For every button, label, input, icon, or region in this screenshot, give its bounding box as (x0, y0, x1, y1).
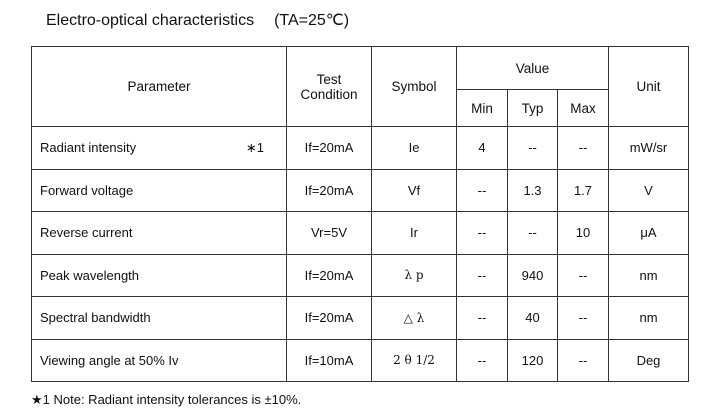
cell-parameter: Radiant intensity ∗1 (31, 126, 287, 170)
cell-typ: -- (507, 126, 558, 170)
cell-condition: If=20mA (286, 253, 372, 297)
header-symbol: Symbol (371, 46, 457, 127)
characteristics-table: Parameter Test Condition Symbol Value Un… (31, 46, 689, 382)
cell-typ: 1.3 (507, 168, 558, 212)
cell-parameter: Viewing angle at 50% Iv (31, 338, 287, 382)
parameter-label: Radiant intensity (40, 140, 137, 156)
cell-parameter: Spectral bandwidth (31, 296, 287, 340)
cell-condition: If=20mA (286, 168, 372, 212)
header-value: Value (456, 46, 609, 90)
parameter-label: Reverse current (40, 225, 133, 241)
table-row: Reverse current Vr=5V Ir -- -- 10 μA (31, 211, 689, 255)
cell-condition: If=10mA (286, 338, 372, 382)
cell-symbol: λ p (371, 253, 457, 297)
cell-min: -- (456, 253, 508, 297)
parameter-label: Spectral bandwidth (40, 310, 151, 326)
title-condition: (TA=25℃) (274, 12, 350, 29)
table-row: Viewing angle at 50% Iv If=10mA 2 θ 1/2 … (31, 338, 689, 382)
footnote: ★1 Note: Radiant intensity tolerances is… (31, 392, 302, 407)
parameter-label: Forward voltage (40, 182, 134, 198)
cell-min: -- (456, 296, 508, 340)
cell-unit: V (608, 168, 689, 212)
header-unit: Unit (608, 46, 689, 127)
header-typ: Typ (507, 89, 558, 127)
cell-max: -- (557, 126, 609, 170)
cell-parameter: Reverse current (31, 211, 287, 255)
cell-symbol: Ie (371, 126, 457, 170)
note-marker: ∗1 (245, 140, 264, 156)
cell-max: -- (557, 338, 609, 382)
cell-min: 4 (456, 126, 508, 170)
cell-max: -- (557, 296, 609, 340)
cell-unit: mW/sr (608, 126, 689, 170)
header-max: Max (557, 89, 609, 127)
table-title: Electro-optical characteristics (TA=25℃) (46, 10, 349, 30)
cell-unit: μA (608, 211, 689, 255)
cell-min: -- (456, 338, 508, 382)
cell-symbol: △ λ (371, 296, 457, 340)
cell-unit: nm (608, 296, 689, 340)
table-row: Peak wavelength If=20mA λ p -- 940 -- nm (31, 253, 689, 297)
cell-parameter: Forward voltage (31, 168, 287, 212)
cell-typ: 940 (507, 253, 558, 297)
title-text: Electro-optical characteristics (46, 12, 255, 29)
cell-condition: If=20mA (286, 126, 372, 170)
header-test-condition: Test Condition (286, 46, 372, 127)
table-row: Forward voltage If=20mA Vf -- 1.3 1.7 V (31, 168, 689, 212)
cell-min: -- (456, 168, 508, 212)
cell-typ: -- (507, 211, 558, 255)
cell-max: -- (557, 253, 609, 297)
header-parameter: Parameter (31, 46, 287, 127)
cell-unit: Deg (608, 338, 689, 382)
parameter-label: Viewing angle at 50% Iv (40, 352, 179, 368)
cell-typ: 120 (507, 338, 558, 382)
cell-max: 10 (557, 211, 609, 255)
cell-parameter: Peak wavelength (31, 253, 287, 297)
cell-typ: 40 (507, 296, 558, 340)
cell-condition: Vr=5V (286, 211, 372, 255)
cell-max: 1.7 (557, 168, 609, 212)
cell-symbol: 2 θ 1/2 (371, 338, 457, 382)
cell-unit: nm (608, 253, 689, 297)
parameter-label: Peak wavelength (40, 267, 140, 283)
table-row: Radiant intensity ∗1 If=20mA Ie 4 -- -- m… (31, 126, 689, 170)
cell-symbol: Ir (371, 211, 457, 255)
table-row: Spectral bandwidth If=20mA △ λ -- 40 -- … (31, 296, 689, 340)
cell-symbol: Vf (371, 168, 457, 212)
header-min: Min (456, 89, 508, 127)
cell-condition: If=20mA (286, 296, 372, 340)
cell-min: -- (456, 211, 508, 255)
